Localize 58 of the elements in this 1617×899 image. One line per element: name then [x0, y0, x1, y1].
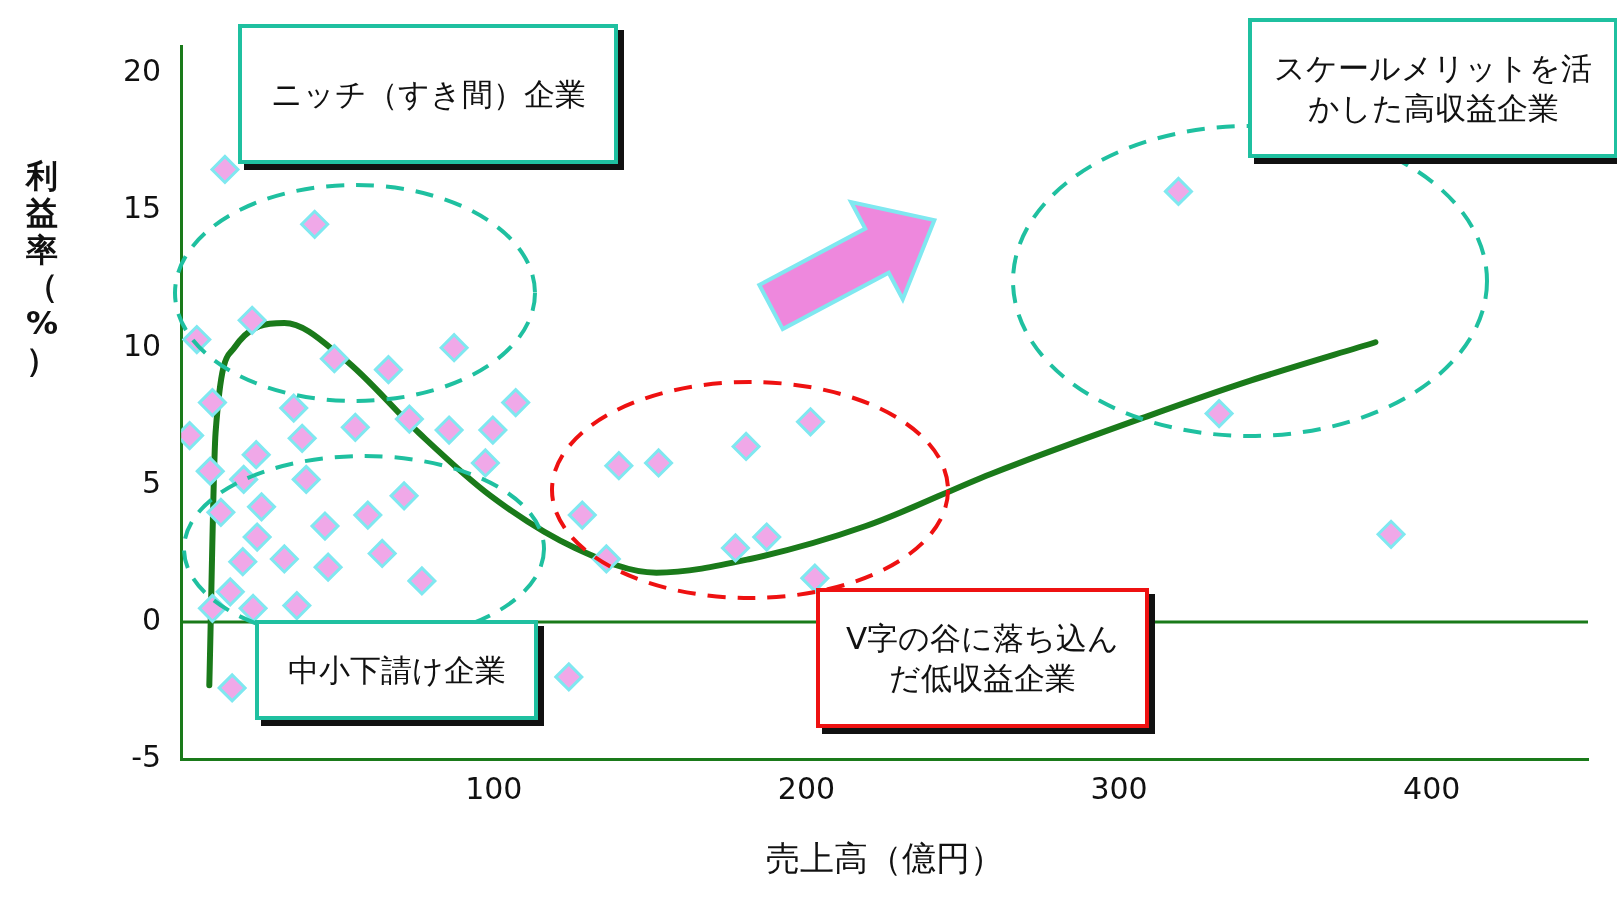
point: [210, 154, 240, 184]
point: [215, 577, 245, 607]
point: [241, 440, 271, 470]
point: [373, 355, 403, 385]
x-axis-title: 売上高（億円）: [765, 838, 1004, 879]
point: [279, 393, 309, 423]
point: [554, 662, 584, 692]
point: [478, 415, 508, 445]
point: [340, 412, 370, 442]
y-axis-title: 利益率（%）: [24, 157, 60, 379]
point: [800, 563, 830, 593]
y-tick-label: 0: [142, 601, 162, 637]
point: [228, 547, 258, 577]
point: [567, 500, 597, 530]
point: [795, 407, 825, 437]
point: [237, 305, 267, 335]
point: [287, 423, 317, 453]
y-tick-label: 10: [122, 327, 162, 363]
point: [282, 591, 312, 621]
point: [313, 552, 343, 582]
y-tick-label: 5: [142, 464, 162, 500]
point: [242, 522, 272, 552]
point: [206, 497, 236, 527]
point: [1376, 519, 1406, 549]
point: [407, 566, 437, 596]
point: [353, 500, 383, 530]
point: [470, 448, 500, 478]
point: [752, 522, 782, 552]
point: [731, 431, 761, 461]
point: [238, 593, 268, 623]
point: [197, 388, 227, 418]
y-tick-label: 15: [122, 190, 162, 226]
point: [1163, 176, 1193, 206]
point: [389, 481, 419, 511]
point: [319, 344, 349, 374]
point: [229, 464, 259, 494]
point: [291, 464, 321, 494]
x-tick-label: 300: [1090, 771, 1148, 806]
x-tick-label: 200: [777, 771, 836, 806]
point: [501, 388, 531, 418]
x-tick-label: 100: [465, 771, 523, 806]
point: [300, 209, 330, 239]
point: [644, 448, 674, 478]
point: [310, 511, 340, 541]
point: [1204, 399, 1234, 429]
point: [195, 456, 225, 486]
point: [217, 673, 247, 703]
point: [394, 404, 424, 434]
point: [439, 333, 469, 363]
point: [247, 492, 277, 522]
point: [434, 415, 464, 445]
point: [720, 533, 750, 563]
point: [367, 538, 397, 568]
point: [269, 544, 299, 574]
x-tick-label: 400: [1403, 771, 1461, 806]
y-tick-label: -5: [131, 739, 162, 774]
point: [604, 451, 634, 481]
y-tick-label: 20: [122, 53, 162, 89]
